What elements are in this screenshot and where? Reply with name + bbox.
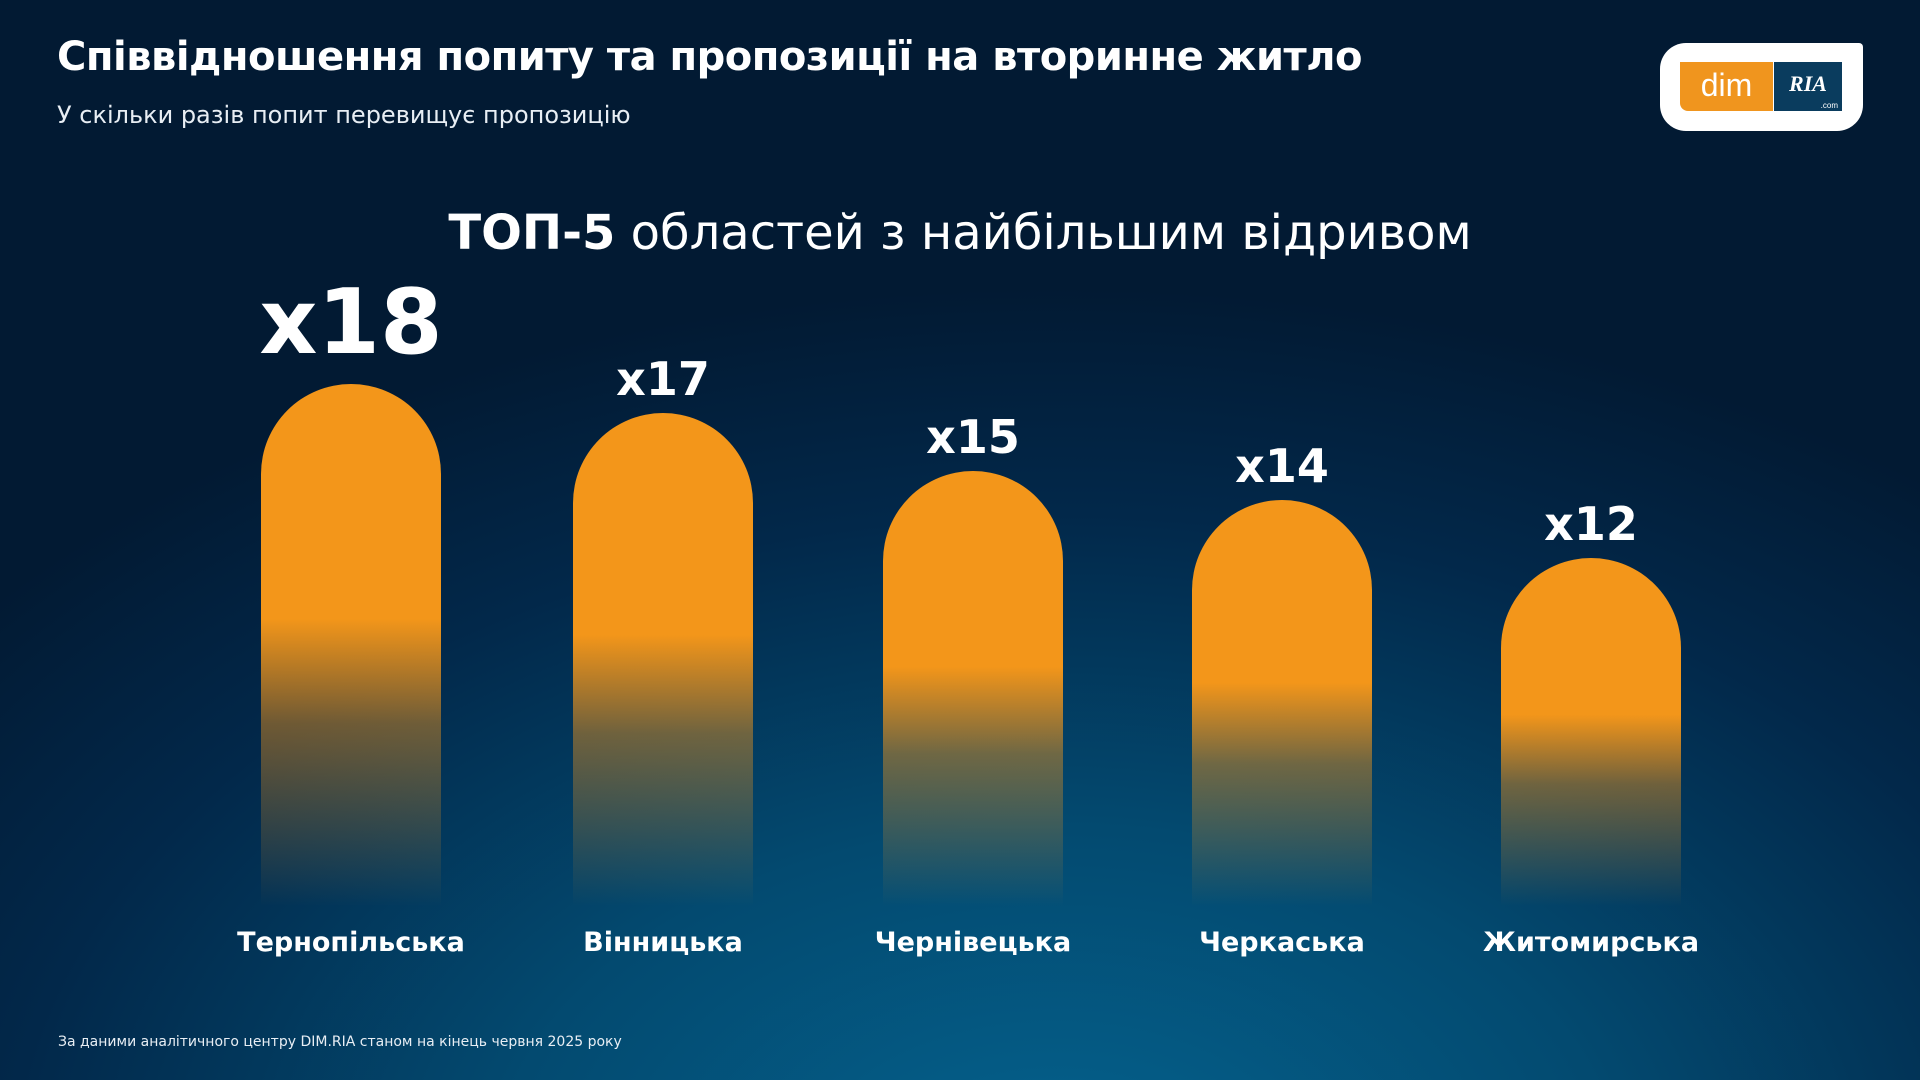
category-label: Житомирська: [1482, 927, 1700, 958]
value-label: x18: [259, 269, 443, 375]
logo-com: .com: [1820, 101, 1838, 110]
bar-3: [883, 471, 1063, 906]
page-subtitle: У скільки разів попит перевищує пропозиц…: [57, 101, 631, 129]
chart-title: ТОП-5 областей з найбільшим відривом: [0, 205, 1920, 261]
bar-2: [573, 413, 753, 906]
chart-title-bold: ТОП-5: [448, 205, 616, 261]
bar-4: [1192, 500, 1372, 906]
page-title: Співвідношення попиту та пропозиції на в…: [57, 34, 1362, 80]
logo-dim: dim: [1680, 62, 1773, 111]
category-label: Черкаська: [1199, 927, 1365, 958]
source-note: За даними аналітичного центру DIM.RIA ст…: [58, 1034, 622, 1050]
chart-title-rest: областей з найбільшим відривом: [615, 205, 1472, 261]
bar-5: [1501, 558, 1681, 906]
bar-1: [261, 384, 441, 906]
category-label: Чернівецька: [874, 927, 1072, 958]
value-label: x17: [616, 351, 710, 406]
value-label: x14: [1235, 438, 1329, 493]
category-label: Вінницька: [583, 927, 743, 958]
logo-ria-text: RIA: [1789, 71, 1827, 96]
dim-ria-logo: dim RIA .com: [1660, 43, 1863, 131]
logo-ria: RIA .com: [1774, 62, 1842, 111]
category-label: Тернопільська: [237, 927, 465, 958]
value-label: x12: [1544, 496, 1638, 551]
value-label: x15: [926, 409, 1020, 464]
